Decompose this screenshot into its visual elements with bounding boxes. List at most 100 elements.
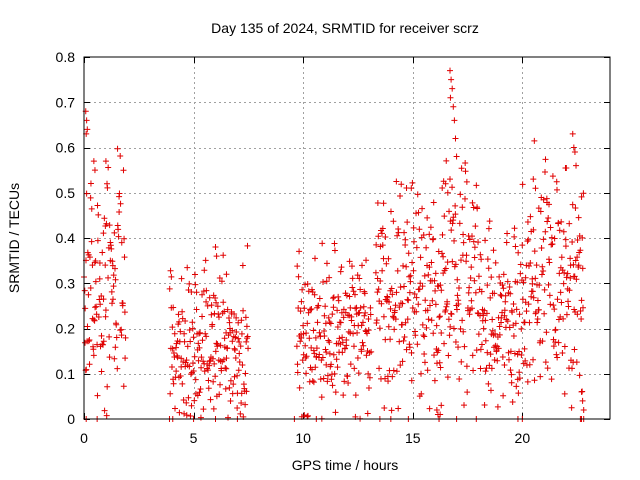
data-point xyxy=(365,385,372,392)
data-point xyxy=(508,371,515,378)
data-point xyxy=(516,375,523,382)
data-point xyxy=(364,330,371,337)
y-tick-label: 0.1 xyxy=(56,366,76,382)
data-point xyxy=(519,181,526,188)
data-point xyxy=(294,361,301,368)
data-point xyxy=(231,311,238,318)
data-point xyxy=(526,361,533,368)
data-point xyxy=(402,236,409,243)
data-point xyxy=(425,316,432,323)
data-point xyxy=(459,204,466,211)
data-point xyxy=(439,185,446,192)
data-point xyxy=(385,323,392,330)
data-point xyxy=(301,305,308,312)
data-point xyxy=(518,325,525,332)
data-point xyxy=(473,347,480,354)
data-point xyxy=(382,233,389,240)
data-point xyxy=(556,227,563,234)
data-point xyxy=(426,231,433,238)
data-point xyxy=(222,385,229,392)
data-point xyxy=(344,373,351,380)
data-point xyxy=(170,304,177,311)
data-point xyxy=(562,243,569,250)
data-point xyxy=(399,300,406,307)
data-point xyxy=(243,388,250,395)
data-point xyxy=(101,215,108,222)
data-point xyxy=(563,165,570,172)
data-point xyxy=(507,290,514,297)
data-point xyxy=(381,404,388,411)
data-point xyxy=(387,208,394,215)
data-point xyxy=(308,305,315,312)
data-point xyxy=(363,257,370,264)
data-point xyxy=(545,281,552,288)
data-point xyxy=(552,326,559,333)
data-point xyxy=(393,368,400,375)
data-point xyxy=(375,286,382,293)
data-point xyxy=(105,274,112,281)
data-point xyxy=(298,298,305,305)
data-point xyxy=(94,237,101,244)
data-point xyxy=(181,330,188,337)
data-point xyxy=(226,319,233,326)
data-point xyxy=(217,381,224,388)
data-point xyxy=(351,365,358,372)
data-point xyxy=(387,305,394,312)
data-point xyxy=(212,348,219,355)
data-point xyxy=(564,270,571,277)
data-point xyxy=(362,327,369,334)
data-point xyxy=(122,334,129,341)
data-point xyxy=(490,344,497,351)
data-point xyxy=(579,265,586,272)
data-point xyxy=(190,334,197,341)
data-point xyxy=(456,220,463,227)
data-point xyxy=(429,297,436,304)
data-point xyxy=(575,214,582,221)
data-point xyxy=(540,268,547,275)
data-point xyxy=(470,367,477,374)
data-point xyxy=(444,189,451,196)
data-point xyxy=(115,233,122,240)
data-point xyxy=(432,301,439,308)
chart-title: Day 135 of 2024, SRMTID for receiver scr… xyxy=(211,20,479,36)
data-point xyxy=(188,402,195,409)
data-point xyxy=(188,289,195,296)
data-point xyxy=(482,317,489,324)
data-point xyxy=(213,253,220,260)
data-point xyxy=(569,130,576,137)
data-point xyxy=(120,167,127,174)
data-point xyxy=(346,258,353,265)
data-point xyxy=(503,239,510,246)
data-point xyxy=(404,296,411,303)
data-point xyxy=(189,360,196,367)
data-point xyxy=(393,289,400,296)
data-point xyxy=(346,293,353,300)
data-point xyxy=(380,200,387,207)
data-point xyxy=(532,275,539,282)
data-point xyxy=(395,229,402,236)
data-point xyxy=(477,251,484,258)
data-point xyxy=(235,335,242,342)
data-point xyxy=(91,317,98,324)
data-point xyxy=(440,270,447,277)
data-point xyxy=(405,297,412,304)
data-point xyxy=(322,346,329,353)
data-point xyxy=(231,347,238,354)
data-point xyxy=(392,316,399,323)
data-point xyxy=(376,365,383,372)
data-point xyxy=(299,286,306,293)
data-point xyxy=(426,264,433,271)
data-point xyxy=(569,365,576,372)
data-point xyxy=(186,280,193,287)
data-point xyxy=(469,199,476,206)
x-axis-label: GPS time / hours xyxy=(292,457,399,473)
data-point xyxy=(478,288,485,295)
data-point xyxy=(550,302,557,309)
data-point xyxy=(542,156,549,163)
data-point xyxy=(487,387,494,394)
data-point xyxy=(402,242,409,249)
data-point xyxy=(458,257,465,264)
data-point xyxy=(437,411,444,418)
data-point xyxy=(490,247,497,254)
data-point xyxy=(179,308,186,315)
